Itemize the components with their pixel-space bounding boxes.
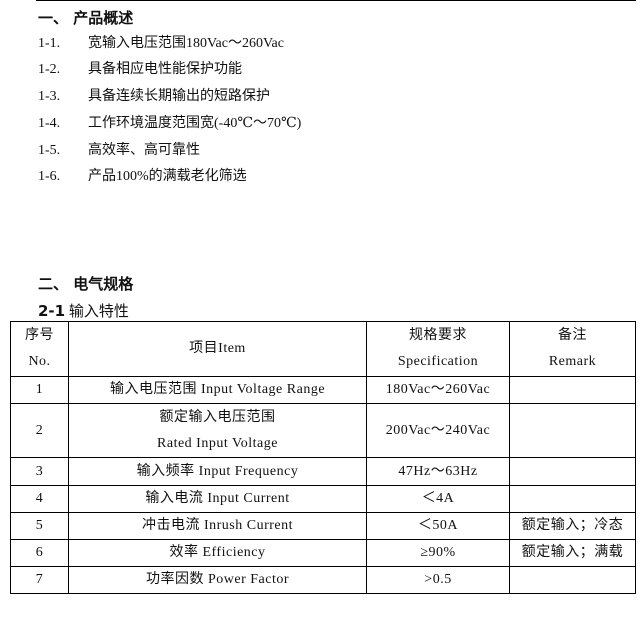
cell-spec: >0.5	[366, 566, 510, 594]
table-row: 1 输入电压范围 Input Voltage Range 180Vac～260Vac	[10, 376, 636, 404]
list-item-text: 具备连续长期输出的短路保护	[88, 89, 270, 104]
cell-no: 4	[10, 485, 69, 513]
input-characteristics-table: 序号 No. 项目Item 规格要求 Specification 备注 Remark …	[10, 321, 636, 594]
cell-remark	[509, 457, 636, 486]
cell-spec: 180Vac～260Vac	[366, 376, 510, 404]
cell-no: 3	[10, 457, 69, 486]
cell-remark: 额定输入；冷态	[509, 512, 636, 540]
cell-spec: 200Vac～240Vac	[366, 403, 510, 458]
list-item: 1-6. 产品100%的满载老化筛选	[38, 167, 247, 187]
header-spec: 规格要求 Specification	[366, 321, 510, 377]
list-item: 1-1. 宽输入电压范围180Vac～260Vac	[38, 34, 284, 54]
cell-remark	[509, 566, 636, 594]
list-item: 1-5. 高效率、高可靠性	[38, 141, 200, 161]
list-item-text: 高效率、高可靠性	[88, 143, 200, 158]
list-item-number: 1-4.	[38, 116, 61, 131]
cell-item: 功率因数 Power Factor	[68, 566, 367, 594]
cell-spec: ＜50A	[366, 512, 510, 540]
top-rule	[36, 0, 636, 1]
cell-item: 输入电压范围 Input Voltage Range	[68, 376, 367, 404]
table-row: 2 额定输入电压范围 Rated Input Voltage 200Vac～240Va…	[10, 403, 636, 458]
list-item-text: 具备相应电性能保护功能	[88, 62, 242, 77]
cell-item: 额定输入电压范围 Rated Input Voltage	[68, 403, 367, 458]
list-item-number: 1-3.	[38, 89, 61, 104]
cell-item: 输入电流 Input Current	[68, 485, 367, 513]
cell-spec: ≥90%	[366, 539, 510, 567]
cell-spec: ＜4A	[366, 485, 510, 513]
table-row: 5 冲击电流 Inrush Current ＜50A 额定输入；冷态	[10, 512, 636, 540]
table-header-row: 序号 No. 项目Item 规格要求 Specification 备注 Remark	[10, 321, 636, 377]
list-item-text: 宽输入电压范围180Vac～260Vac	[88, 36, 284, 51]
cell-no: 5	[10, 512, 69, 540]
cell-item: 冲击电流 Inrush Current	[68, 512, 367, 540]
cell-remark	[509, 485, 636, 513]
list-item-number: 1-5.	[38, 143, 61, 158]
list-item-number: 1-6.	[38, 169, 61, 184]
table-row: 7 功率因数 Power Factor >0.5	[10, 566, 636, 594]
list-item: 1-3. 具备连续长期输出的短路保护	[38, 87, 270, 107]
list-item: 1-4. 工作环境温度范围宽(-40℃～70℃)	[38, 114, 301, 134]
section2-title: 二、 电气规格	[38, 275, 134, 293]
section1-title: 一、 产品概述	[38, 9, 134, 27]
cell-remark	[509, 403, 636, 458]
table-row: 6 效率 Efficiency ≥90% 额定输入；满载	[10, 539, 636, 567]
header-item: 项目Item	[68, 321, 367, 377]
table-row: 3 输入频率 Input Frequency 47Hz～63Hz	[10, 457, 636, 486]
list-item-number: 1-1.	[38, 36, 61, 51]
table-row: 4 输入电流 Input Current ＜4A	[10, 485, 636, 513]
cell-no: 1	[10, 376, 69, 404]
list-item-number: 1-2.	[38, 62, 61, 77]
cell-remark	[509, 376, 636, 404]
cell-no: 2	[10, 403, 69, 458]
list-item-text: 工作环境温度范围宽(-40℃～70℃)	[88, 116, 302, 131]
cell-remark: 额定输入；满载	[509, 539, 636, 567]
cell-item: 输入频率 Input Frequency	[68, 457, 367, 486]
list-item-text: 产品100%的满载老化筛选	[88, 169, 247, 184]
cell-no: 7	[10, 566, 69, 594]
cell-no: 6	[10, 539, 69, 567]
list-item: 1-2. 具备相应电性能保护功能	[38, 60, 242, 80]
header-no: 序号 No.	[10, 321, 69, 377]
header-remark: 备注 Remark	[509, 321, 636, 377]
cell-item: 效率 Efficiency	[68, 539, 367, 567]
subsection-title: 2-1 输入特性	[38, 302, 129, 320]
cell-spec: 47Hz～63Hz	[366, 457, 510, 486]
